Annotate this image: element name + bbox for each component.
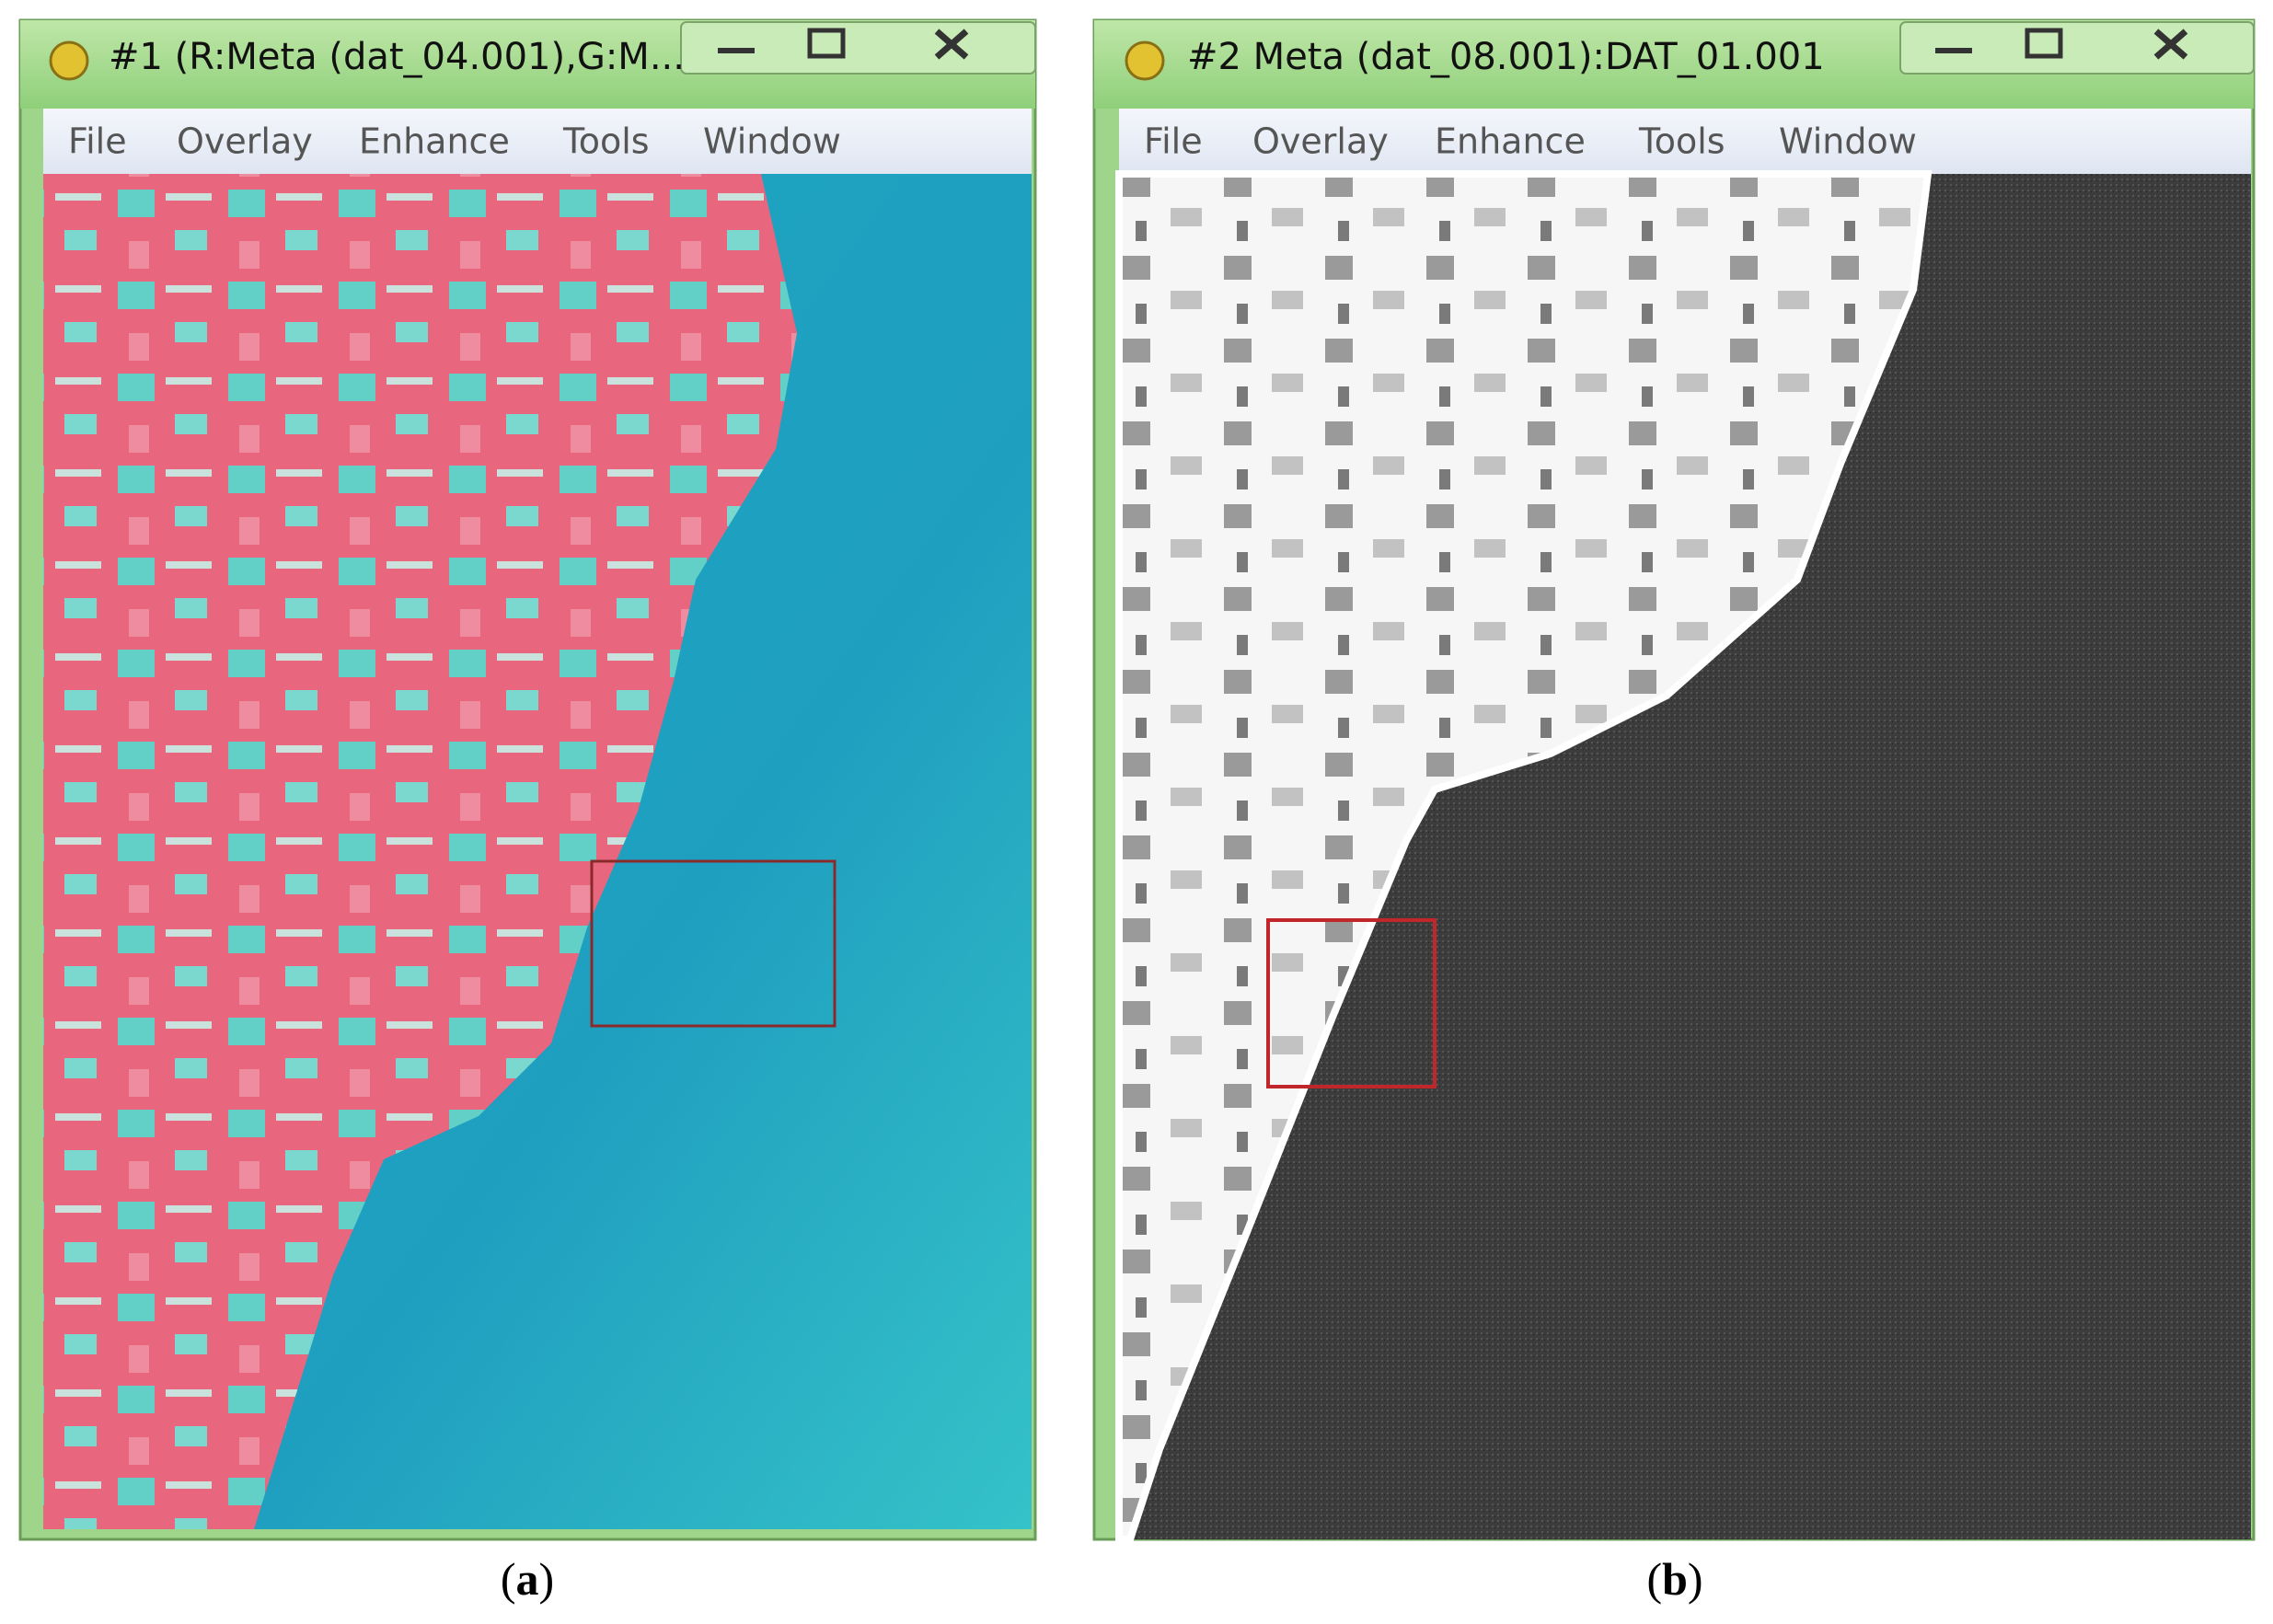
menu-item[interactable]: Window — [1779, 121, 1917, 162]
menu-item[interactable]: Overlay — [1252, 121, 1389, 162]
menu-item[interactable]: Window — [703, 121, 841, 162]
land-area — [1115, 170, 1933, 1543]
selection-box — [1266, 918, 1436, 1088]
texts: #1 (R:Meta (dat_04.001),G:M... File Overla… — [68, 36, 1917, 1605]
close-button[interactable] — [934, 29, 969, 60]
selection-box — [590, 859, 837, 1028]
caption-part: ) — [539, 1553, 555, 1605]
window-buttons — [1899, 21, 2255, 75]
menu-bar — [1119, 109, 2251, 174]
menu-item[interactable]: File — [1144, 121, 1203, 162]
window-title: #1 (R:Meta (dat_04.001),G:M... — [109, 36, 685, 78]
caption-part: ( — [1646, 1553, 1662, 1605]
land-area — [43, 174, 797, 1529]
menu-item[interactable]: Enhance — [1435, 121, 1586, 162]
caption-part: b — [1662, 1553, 1688, 1605]
app-icon — [1125, 40, 1165, 81]
maximize-button[interactable] — [807, 28, 846, 59]
minimize-button[interactable] — [1935, 48, 1972, 53]
menu-item[interactable]: Tools — [1638, 121, 1725, 162]
caption-part: ( — [501, 1553, 516, 1605]
close-button[interactable] — [2153, 29, 2188, 60]
app-icon — [49, 40, 89, 81]
minimize-button[interactable] — [718, 48, 755, 53]
window-title: #2 Meta (dat_08.001):DAT_01.001 — [1187, 36, 1825, 78]
menu-bar — [43, 109, 1032, 174]
caption: (b) — [1646, 1553, 1702, 1605]
menu-item[interactable]: Overlay — [177, 121, 313, 162]
caption: (a) — [501, 1553, 554, 1605]
caption-part: a — [516, 1553, 539, 1605]
window-buttons — [680, 21, 1036, 75]
menu-item[interactable]: Enhance — [359, 121, 510, 162]
maximize-button[interactable] — [2025, 28, 2063, 59]
caption-part: ) — [1688, 1553, 1703, 1605]
menu-item[interactable]: File — [68, 121, 127, 162]
menu-item[interactable]: Tools — [562, 121, 650, 162]
